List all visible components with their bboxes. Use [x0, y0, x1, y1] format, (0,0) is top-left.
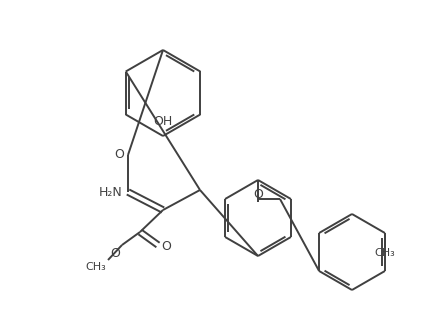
- Text: CH₃: CH₃: [85, 262, 106, 272]
- Text: O: O: [253, 188, 263, 201]
- Text: O: O: [110, 247, 120, 260]
- Text: CH₃: CH₃: [375, 248, 395, 258]
- Text: O: O: [114, 149, 124, 162]
- Text: OH: OH: [153, 115, 173, 128]
- Text: O: O: [161, 240, 171, 252]
- Text: H₂N: H₂N: [98, 186, 122, 198]
